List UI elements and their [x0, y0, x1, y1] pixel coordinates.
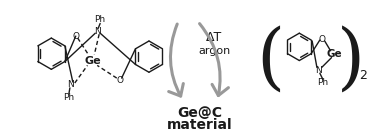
FancyArrowPatch shape [200, 24, 228, 95]
Text: (: ( [256, 25, 284, 96]
FancyArrowPatch shape [169, 24, 183, 96]
Text: Ge: Ge [327, 49, 342, 59]
Text: Ge@C: Ge@C [177, 106, 222, 120]
Text: 2: 2 [359, 69, 367, 82]
Text: N: N [94, 27, 101, 36]
Text: argon: argon [198, 46, 231, 56]
Text: Ge: Ge [84, 56, 101, 66]
Text: N: N [316, 66, 322, 75]
Text: ΔT: ΔT [206, 31, 223, 44]
Text: O: O [318, 35, 325, 43]
Text: material: material [167, 118, 232, 132]
Text: Ph: Ph [94, 15, 106, 24]
Text: Ph: Ph [64, 93, 74, 102]
Text: N: N [68, 80, 74, 89]
Text: ): ) [337, 25, 365, 96]
Text: O: O [116, 76, 123, 85]
Text: O: O [72, 32, 79, 41]
Text: Ph: Ph [317, 78, 328, 88]
